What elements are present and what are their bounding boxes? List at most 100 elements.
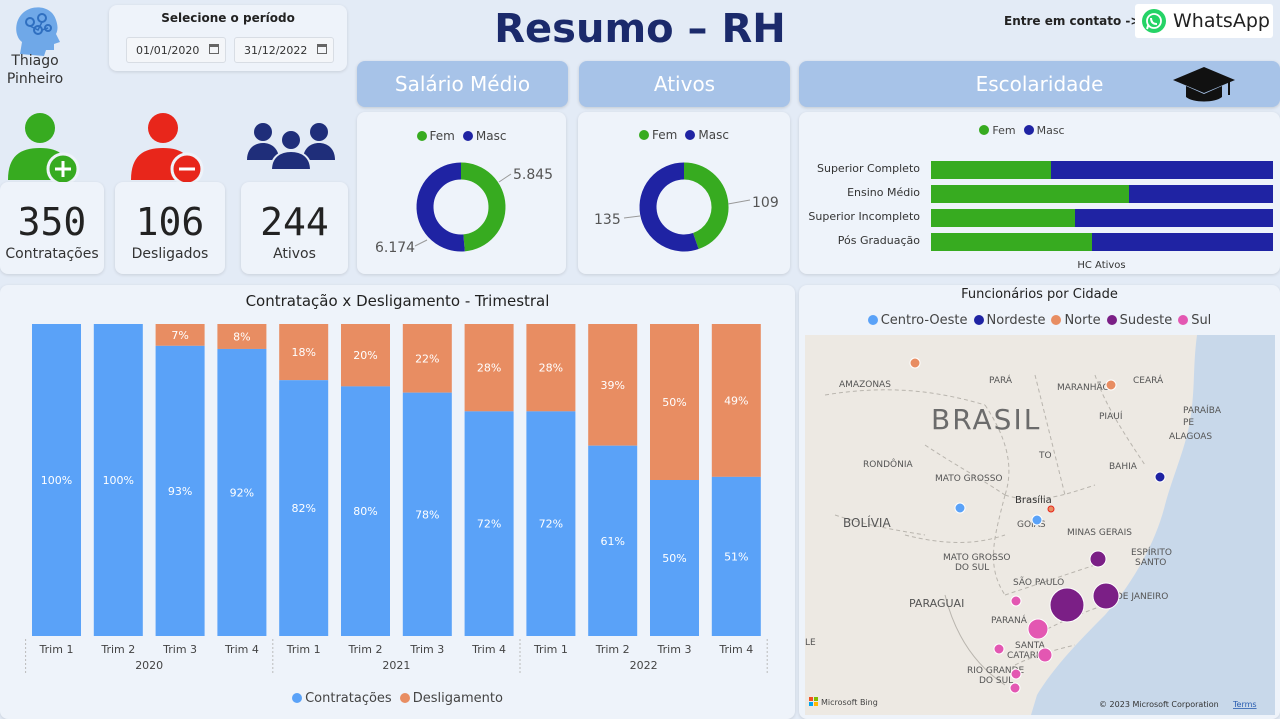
- map-label: RIO DE JANEIRO: [1097, 592, 1168, 602]
- remove-user-icon: [131, 113, 204, 186]
- brand-name: Thiago Pinheiro: [0, 52, 70, 88]
- donut-slice-fem[interactable]: [683, 162, 729, 250]
- map-label: LE: [805, 638, 816, 648]
- city-bubble-sudeste[interactable]: [1089, 550, 1107, 568]
- bar-desligamento[interactable]: [526, 324, 576, 412]
- bar-contratacoes[interactable]: [93, 324, 143, 636]
- legend-fem-label: Fem: [992, 124, 1016, 137]
- bar-label-desligamento: 7%: [171, 329, 188, 342]
- legend-masc-label: Masc: [475, 129, 507, 143]
- map-legend: Centro-Oeste Nordeste Norte Sudeste Sul: [799, 313, 1280, 328]
- start-date-input[interactable]: 01/01/2020: [126, 37, 226, 63]
- map-terms-link[interactable]: Terms: [1232, 700, 1257, 709]
- chart-title: Contratação x Desligamento - Trimestral: [245, 292, 550, 310]
- escolaridade-bar-fem[interactable]: [931, 185, 1130, 203]
- bar-desligamento[interactable]: [464, 324, 514, 412]
- bar-contratacoes[interactable]: [402, 392, 452, 636]
- city-bubble-norte[interactable]: [909, 357, 921, 369]
- escolaridade-bar-fem[interactable]: [931, 233, 1092, 251]
- map-canvas[interactable]: AMAZONAS PARÁ MARANHÃO CEARÁ PIAUÍ PARAÍ…: [805, 335, 1275, 715]
- bar-contratacoes[interactable]: [711, 476, 761, 636]
- escolaridade-xlabel: HC Ativos: [1077, 260, 1126, 271]
- city-bubble-norte[interactable]: [1105, 379, 1117, 391]
- bar-label-desligamento: 8%: [233, 330, 250, 343]
- bar-label-contratacoes: 100%: [41, 474, 72, 487]
- city-bubble-sul[interactable]: [1010, 668, 1022, 680]
- map-label: CEARÁ: [1133, 374, 1164, 386]
- map-label: ALAGOAS: [1169, 432, 1212, 442]
- map-label-bolivia: BOLÍVIA: [843, 515, 891, 530]
- city-bubble-norte[interactable]: [1047, 505, 1055, 513]
- x-tick-label: Trim 1: [286, 643, 321, 656]
- bar-legend: Contratações Desligamento: [0, 691, 795, 706]
- bar-contratacoes[interactable]: [526, 411, 576, 636]
- legend-desligamento: Desligamento: [399, 691, 503, 706]
- contact-label: Entre em contato ->: [1004, 14, 1141, 28]
- legend-masc: Masc: [462, 129, 507, 143]
- donut-slice-fem[interactable]: [460, 162, 506, 252]
- bar-contratacoes[interactable]: [155, 345, 205, 636]
- bar-desligamento[interactable]: [155, 324, 205, 346]
- bar-desligamento[interactable]: [588, 324, 638, 446]
- map-legend-label: Centro-Oeste: [880, 313, 968, 328]
- header-label: Escolaridade: [975, 72, 1104, 96]
- escolaridade-bar-fem[interactable]: [931, 209, 1075, 227]
- bar-label-desligamento: 22%: [415, 352, 439, 365]
- bar-contratacoes[interactable]: [464, 411, 514, 636]
- city-bubble-sul[interactable]: [1027, 618, 1049, 640]
- x-group-label: 2021: [382, 659, 410, 672]
- map-legend-item: Nordeste: [973, 313, 1045, 328]
- escolaridade-bar-masc[interactable]: [931, 209, 1273, 227]
- city-bubble-sudeste[interactable]: [1092, 582, 1120, 610]
- escolaridade-bar-masc[interactable]: [931, 185, 1273, 203]
- period-selector: Selecione o período 01/01/2020 31/12/202…: [109, 5, 347, 71]
- bar-label-contratacoes: 61%: [600, 535, 624, 548]
- bar-desligamento[interactable]: [341, 324, 390, 387]
- legend-masc-label: Masc: [698, 128, 729, 142]
- city-bubble-sul[interactable]: [993, 643, 1005, 655]
- map-label: PARANÁ: [991, 614, 1028, 626]
- bar-desligamento[interactable]: [650, 324, 699, 480]
- bar-contratacoes[interactable]: [341, 386, 390, 636]
- bar-contratacoes[interactable]: [217, 348, 267, 636]
- city-bubble-sul[interactable]: [1009, 682, 1021, 694]
- x-group-label: 2020: [135, 659, 163, 672]
- escolaridade-bar-masc[interactable]: [931, 233, 1273, 251]
- bar-desligamento[interactable]: [279, 324, 329, 381]
- city-bubble-sul[interactable]: [1010, 595, 1022, 607]
- bar-contratacoes[interactable]: [279, 380, 329, 636]
- bar-desligamento[interactable]: [217, 324, 267, 349]
- escolaridade-label: Superior Incompleto: [808, 210, 920, 223]
- legend-fem: Fem: [639, 128, 677, 142]
- donut-label-fem: 5.845: [513, 167, 553, 183]
- page-title: Resumo – RH: [494, 6, 786, 52]
- whatsapp-button[interactable]: WhatsApp: [1135, 4, 1273, 38]
- city-bubble-centro-oeste[interactable]: [1031, 514, 1043, 526]
- donut-slice-masc[interactable]: [416, 162, 465, 252]
- map-label: MARANHÃO: [1057, 382, 1110, 393]
- escolaridade-bar-masc[interactable]: [931, 161, 1273, 179]
- map-label: RONDÔNIA: [863, 458, 913, 470]
- city-bubble-sudeste[interactable]: [1049, 587, 1085, 623]
- donut-slice-masc[interactable]: [639, 162, 699, 252]
- end-date-input[interactable]: 31/12/2022: [234, 37, 334, 63]
- city-bubble-sul[interactable]: [1037, 647, 1053, 663]
- bar-contratacoes[interactable]: [32, 324, 81, 636]
- map-label-brasilia: Brasília: [1015, 494, 1052, 506]
- bar-desligamento[interactable]: [402, 324, 452, 393]
- escolaridade-bar-fem[interactable]: [931, 161, 1051, 179]
- bar-contratacoes[interactable]: [588, 445, 638, 636]
- bar-contratacoes[interactable]: [650, 480, 699, 636]
- whatsapp-icon: [1142, 9, 1166, 33]
- bar-desligamento[interactable]: [711, 324, 761, 477]
- x-tick-label: Trim 3: [162, 643, 197, 656]
- city-bubble-nordeste[interactable]: [1154, 471, 1166, 483]
- kpi-value: 244: [260, 200, 329, 244]
- x-tick-label: Trim 4: [471, 643, 506, 656]
- map-legend-item: Centro-Oeste: [867, 313, 968, 328]
- escolaridade-row: Ensino Médio: [799, 185, 1273, 203]
- header-label: Salário Médio: [394, 72, 531, 96]
- whatsapp-label: WhatsApp: [1173, 10, 1270, 32]
- legend-fem-label: Fem: [429, 129, 455, 143]
- city-bubble-centro-oeste[interactable]: [954, 502, 966, 514]
